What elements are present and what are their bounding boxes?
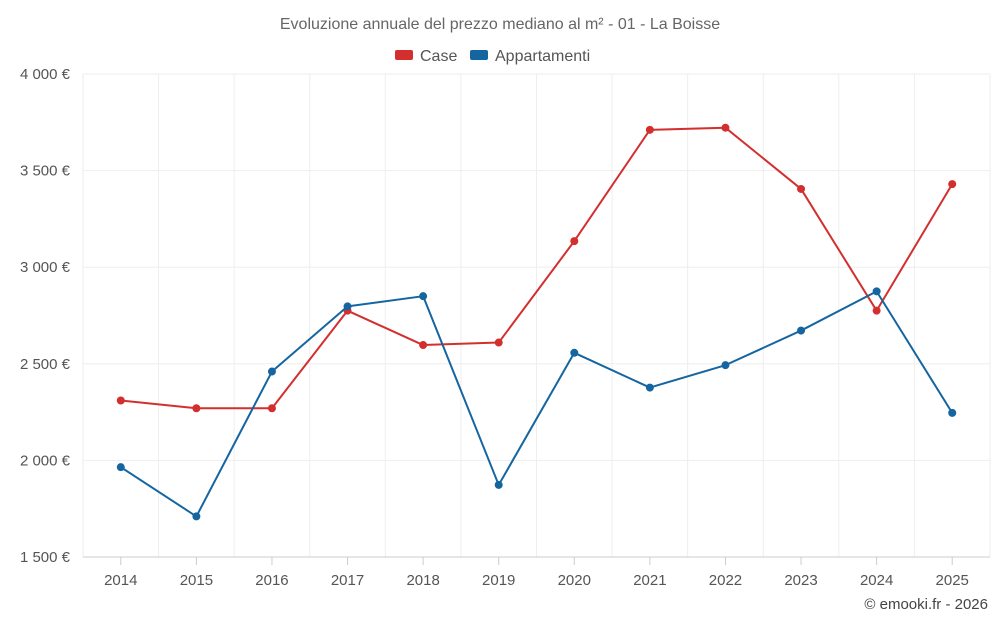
data-point-appartamenti[interactable] — [343, 302, 352, 311]
legend-label-case[interactable]: Case — [420, 48, 457, 65]
x-tick-label: 2014 — [104, 572, 137, 589]
data-point-case[interactable] — [419, 341, 428, 350]
legend-swatch-case — [395, 50, 413, 60]
data-point-case[interactable] — [797, 184, 806, 193]
x-tick-label: 2018 — [406, 572, 439, 589]
data-point-case[interactable] — [267, 404, 276, 413]
data-point-case[interactable] — [872, 306, 881, 315]
series-line-appartamenti — [120, 290, 954, 518]
series-line-case — [120, 126, 954, 410]
x-tick-label: 2019 — [482, 572, 515, 589]
data-point-case[interactable] — [645, 125, 654, 134]
x-tick-label: 2025 — [936, 572, 969, 589]
y-tick-label: 1 500 € — [20, 549, 71, 566]
y-tick-label: 2 500 € — [20, 356, 71, 373]
x-axis-ticks: 2014 2015 2016 2017 2018 2019 2020 2021 2022 2023… — [104, 557, 969, 589]
data-point-case[interactable] — [721, 123, 730, 132]
x-tick-label: 2020 — [558, 572, 591, 589]
legend-label-appartamenti[interactable]: Appartamenti — [495, 48, 590, 65]
gridlines — [82, 73, 991, 557]
legend-swatch-appartamenti — [470, 50, 488, 60]
credit-label: © emooki.fr - 2026 — [864, 596, 988, 613]
data-point-appartamenti[interactable] — [192, 512, 201, 521]
x-tick-label: 2016 — [255, 572, 288, 589]
data-point-appartamenti[interactable] — [570, 348, 579, 357]
y-tick-label: 3 500 € — [20, 163, 71, 180]
x-tick-label: 2017 — [331, 572, 364, 589]
x-tick-label: 2022 — [709, 572, 742, 589]
data-point-appartamenti[interactable] — [872, 287, 881, 296]
data-point-appartamenti[interactable] — [419, 292, 428, 301]
data-point-appartamenti[interactable] — [948, 408, 957, 417]
chart-title: Evoluzione annuale del prezzo mediano al… — [280, 16, 720, 33]
data-point-appartamenti[interactable] — [721, 361, 730, 370]
data-point-appartamenti[interactable] — [645, 383, 654, 392]
data-point-appartamenti[interactable] — [116, 463, 125, 472]
data-point-case[interactable] — [494, 338, 503, 347]
y-tick-label: 4 000 € — [20, 66, 71, 83]
data-point-case[interactable] — [192, 404, 201, 413]
x-tick-label: 2021 — [633, 572, 666, 589]
x-tick-label: 2015 — [180, 572, 213, 589]
series-group — [116, 123, 957, 521]
y-tick-label: 3 000 € — [20, 259, 71, 276]
y-tick-label: 2 000 € — [20, 452, 71, 469]
y-axis-ticks: 1 500 € 2 000 € 2 500 € 3 000 € 3 500 € 4 000… — [20, 66, 71, 566]
data-point-case[interactable] — [948, 180, 957, 189]
x-tick-label: 2024 — [860, 572, 893, 589]
data-point-appartamenti[interactable] — [267, 367, 276, 376]
data-point-appartamenti[interactable] — [494, 480, 503, 489]
data-point-appartamenti[interactable] — [797, 326, 806, 335]
legend: Case Appartamenti — [395, 48, 590, 65]
x-tick-label: 2023 — [784, 572, 817, 589]
data-point-case[interactable] — [570, 237, 579, 246]
data-point-case[interactable] — [116, 396, 125, 405]
